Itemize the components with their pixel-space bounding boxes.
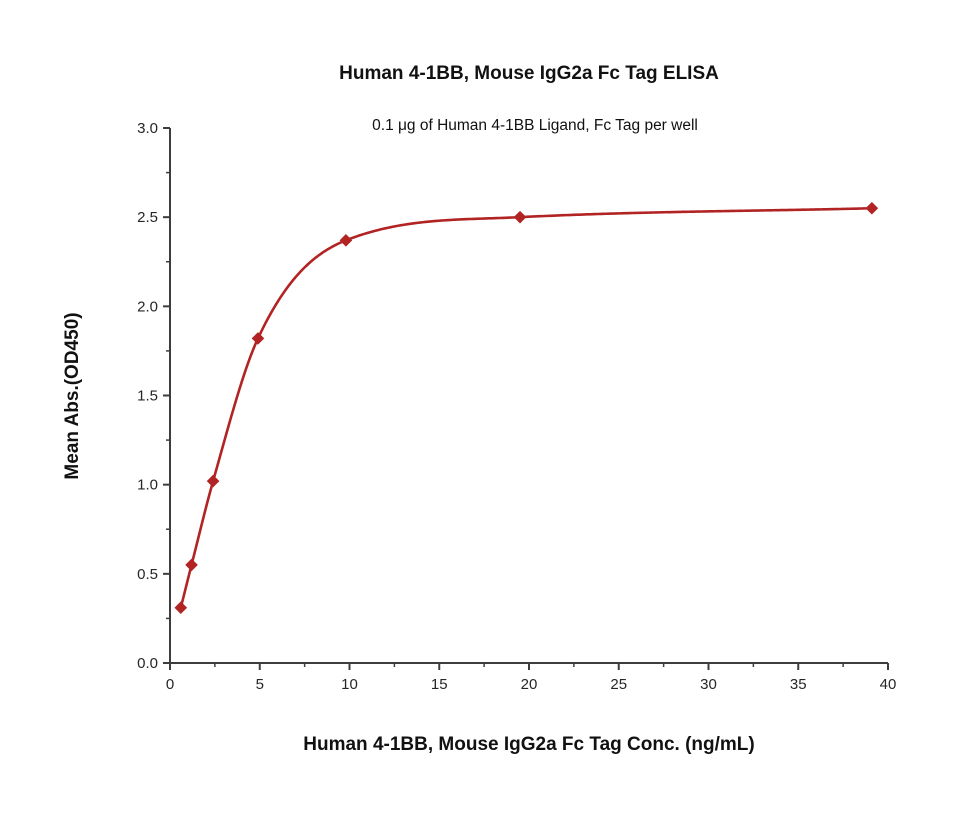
- y-tick-label: 0.5: [137, 566, 158, 583]
- data-point-marker: [251, 332, 265, 345]
- data-point-marker: [185, 558, 198, 572]
- x-tick-label: 25: [610, 676, 627, 693]
- y-tick-label: 1.5: [137, 388, 158, 405]
- chart-subtitle: 0.1 μg of Human 4-1BB Ligand, Fc Tag per…: [372, 117, 698, 134]
- data-point-marker: [513, 210, 527, 224]
- x-tick-label: 5: [256, 676, 264, 693]
- y-tick-label: 2.5: [137, 209, 158, 226]
- y-tick-label: 2.0: [137, 298, 158, 315]
- data-point-marker: [865, 201, 879, 215]
- data-point-marker: [339, 234, 353, 247]
- y-axis-label: Mean Abs.(OD450): [62, 312, 83, 479]
- y-tick-label: 3.0: [137, 120, 158, 137]
- y-tick-label: 0.0: [137, 655, 158, 672]
- x-tick-label: 20: [521, 676, 538, 693]
- y-tick-label: 1.0: [137, 477, 158, 494]
- x-tick-label: 10: [341, 676, 358, 693]
- x-tick-label: 0: [166, 676, 174, 693]
- fit-curve: [179, 206, 874, 610]
- x-tick-label: 30: [700, 676, 717, 693]
- data-point-marker: [174, 601, 188, 615]
- x-axis-label: Human 4-1BB, Mouse IgG2a Fc Tag Conc. (n…: [303, 734, 754, 755]
- data-point-marker: [206, 474, 220, 488]
- axes-layer: 0 5 10 15 20 25 30 35 40 0.0 0.5 1.0 1.5 2.0 2.5 3.0: [137, 120, 896, 693]
- chart-title: Human 4-1BB, Mouse IgG2a Fc Tag ELISA: [339, 63, 719, 84]
- x-tick-label: 40: [880, 676, 897, 693]
- x-tick-label: 15: [431, 676, 448, 693]
- x-tick-label: 35: [790, 676, 807, 693]
- plot-layer: [174, 201, 879, 615]
